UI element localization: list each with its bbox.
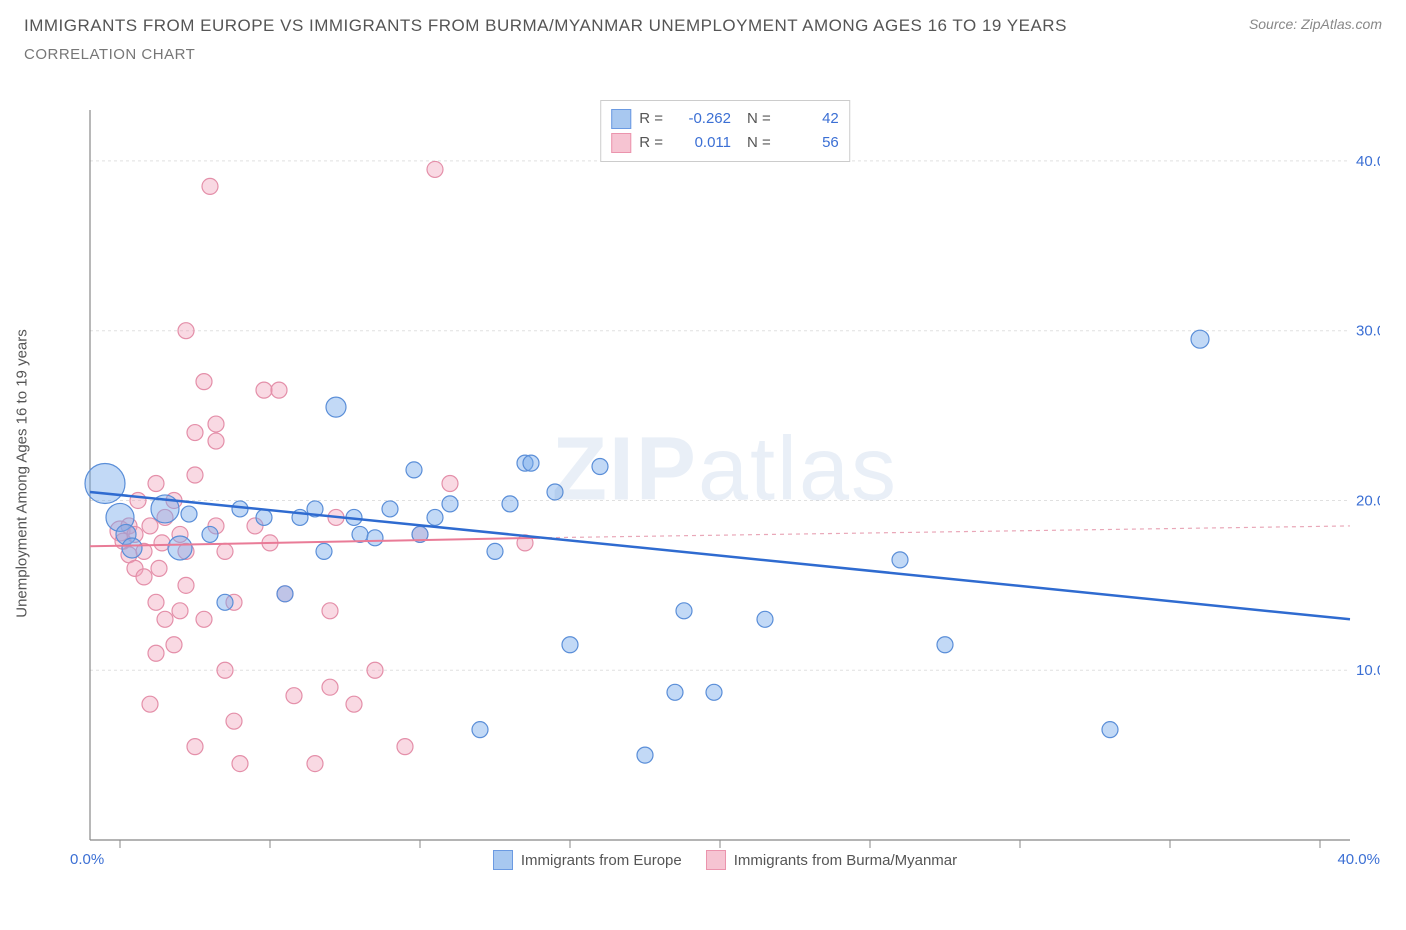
data-point-pink [217, 543, 233, 559]
data-point-pink [346, 696, 362, 712]
y-tick-label: 20.0% [1356, 492, 1380, 509]
trend-line-blue [90, 492, 1350, 619]
legend-swatch-pink [611, 133, 631, 153]
data-point-pink [187, 425, 203, 441]
data-point-blue [352, 526, 368, 542]
data-point-pink [202, 178, 218, 194]
y-tick-label: 10.0% [1356, 662, 1380, 679]
legend-label: Immigrants from Europe [521, 852, 682, 869]
data-point-blue [892, 552, 908, 568]
data-point-pink [196, 611, 212, 627]
page-subtitle: CORRELATION CHART [0, 42, 1406, 75]
legend-stats: R = -0.262 N = 42 R = 0.011 N = 56 [600, 100, 850, 162]
y-axis-label: Unemployment Among Ages 16 to 19 years [14, 329, 31, 618]
r-value-pink: 0.011 [671, 131, 731, 155]
data-point-pink [286, 688, 302, 704]
data-point-blue [277, 586, 293, 602]
data-point-pink [322, 679, 338, 695]
data-point-blue [1191, 330, 1209, 348]
data-point-pink [142, 518, 158, 534]
legend-swatch-blue [493, 850, 513, 870]
n-value-pink: 56 [779, 131, 839, 155]
data-point-blue [523, 455, 539, 471]
source-credit: Source: ZipAtlas.com [1249, 16, 1382, 32]
data-point-pink [187, 739, 203, 755]
data-point-pink [208, 433, 224, 449]
data-point-pink [166, 637, 182, 653]
data-point-pink [226, 713, 242, 729]
legend-item: Immigrants from Burma/Myanmar [706, 850, 957, 870]
data-point-blue [1102, 722, 1118, 738]
data-point-blue [181, 506, 197, 522]
legend-swatch-pink [706, 850, 726, 870]
legend-swatch-blue [611, 109, 631, 129]
data-point-blue [367, 530, 383, 546]
trend-line-pink-extrapolated [540, 526, 1350, 538]
data-point-pink [256, 382, 272, 398]
data-point-pink [130, 492, 146, 508]
data-point-pink [157, 611, 173, 627]
data-point-pink [367, 662, 383, 678]
data-point-pink [178, 323, 194, 339]
data-point-blue [382, 501, 398, 517]
data-point-pink [217, 662, 233, 678]
data-point-blue [427, 509, 443, 525]
legend-stats-row: R = -0.262 N = 42 [611, 107, 839, 131]
data-point-pink [187, 467, 203, 483]
data-point-blue [667, 684, 683, 700]
data-point-blue [217, 594, 233, 610]
data-point-blue [547, 484, 563, 500]
data-point-pink [322, 603, 338, 619]
data-point-pink [427, 161, 443, 177]
data-point-pink [397, 739, 413, 755]
data-point-blue [406, 462, 422, 478]
data-point-blue [562, 637, 578, 653]
page-title: IMMIGRANTS FROM EUROPE VS IMMIGRANTS FRO… [24, 16, 1067, 36]
data-point-pink [178, 577, 194, 593]
data-point-pink [232, 756, 248, 772]
data-point-blue [472, 722, 488, 738]
data-point-pink [172, 603, 188, 619]
y-tick-label: 30.0% [1356, 323, 1380, 340]
legend-item: Immigrants from Europe [493, 850, 682, 870]
data-point-blue [168, 536, 192, 560]
y-tick-label: 40.0% [1356, 153, 1380, 170]
data-point-blue [937, 637, 953, 653]
data-point-pink [271, 382, 287, 398]
data-point-blue [256, 509, 272, 525]
data-point-pink [151, 560, 167, 576]
r-value-blue: -0.262 [671, 107, 731, 131]
data-point-blue [637, 747, 653, 763]
data-point-blue [442, 496, 458, 512]
data-point-blue [487, 543, 503, 559]
data-point-blue [676, 603, 692, 619]
data-point-blue [316, 543, 332, 559]
data-point-blue [592, 459, 608, 475]
legend-stats-row: R = 0.011 N = 56 [611, 131, 839, 155]
legend-series: Immigrants from Europe Immigrants from B… [70, 850, 1380, 870]
data-point-blue [85, 463, 125, 503]
legend-label: Immigrants from Burma/Myanmar [734, 852, 957, 869]
chart-area: ZIPatlas 10.0%20.0%30.0%40.0% R = -0.262… [70, 100, 1380, 870]
data-point-blue [502, 496, 518, 512]
data-point-pink [148, 594, 164, 610]
data-point-pink [142, 696, 158, 712]
data-point-blue [326, 397, 346, 417]
data-point-blue [122, 538, 142, 558]
data-point-pink [208, 416, 224, 432]
scatter-chart: 10.0% 20.0% 30.0% 40.0% [70, 100, 1380, 870]
data-point-pink [148, 475, 164, 491]
n-value-blue: 42 [779, 107, 839, 131]
data-point-blue [706, 684, 722, 700]
data-point-pink [442, 475, 458, 491]
data-point-blue [202, 526, 218, 542]
data-point-pink [148, 645, 164, 661]
data-point-pink [136, 569, 152, 585]
data-point-pink [307, 756, 323, 772]
data-point-blue [757, 611, 773, 627]
data-point-pink [196, 374, 212, 390]
